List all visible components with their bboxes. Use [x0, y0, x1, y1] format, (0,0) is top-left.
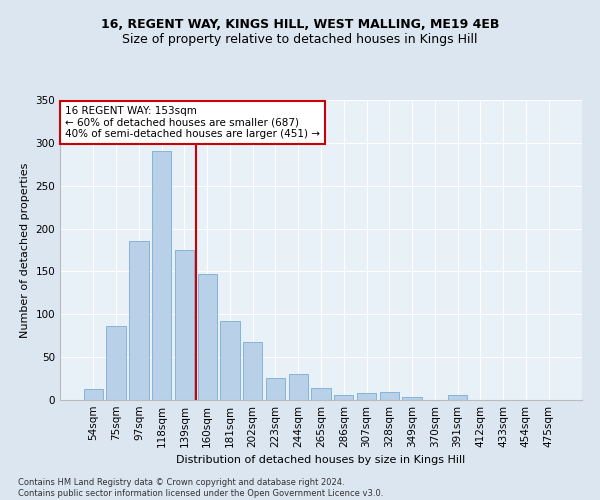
Text: Size of property relative to detached houses in Kings Hill: Size of property relative to detached ho… [122, 32, 478, 46]
Bar [357, 393, 376, 400]
Bar [152, 152, 172, 400]
Bar [380, 392, 399, 400]
Bar [403, 398, 422, 400]
Y-axis label: Number of detached properties: Number of detached properties [20, 162, 30, 338]
Bar [129, 242, 149, 400]
Bar [289, 374, 308, 400]
Text: 16, REGENT WAY, KINGS HILL, WEST MALLING, ME19 4EB: 16, REGENT WAY, KINGS HILL, WEST MALLING… [101, 18, 499, 30]
Bar [84, 389, 103, 400]
Bar [334, 395, 353, 400]
Bar [197, 274, 217, 400]
Bar [266, 378, 285, 400]
Bar [220, 321, 239, 400]
Bar [448, 395, 467, 400]
Bar [243, 342, 262, 400]
Bar [106, 326, 126, 400]
Text: 16 REGENT WAY: 153sqm
← 60% of detached houses are smaller (687)
40% of semi-det: 16 REGENT WAY: 153sqm ← 60% of detached … [65, 106, 320, 139]
Text: Contains HM Land Registry data © Crown copyright and database right 2024.
Contai: Contains HM Land Registry data © Crown c… [18, 478, 383, 498]
Bar [175, 250, 194, 400]
Bar [311, 388, 331, 400]
X-axis label: Distribution of detached houses by size in Kings Hill: Distribution of detached houses by size … [176, 456, 466, 466]
